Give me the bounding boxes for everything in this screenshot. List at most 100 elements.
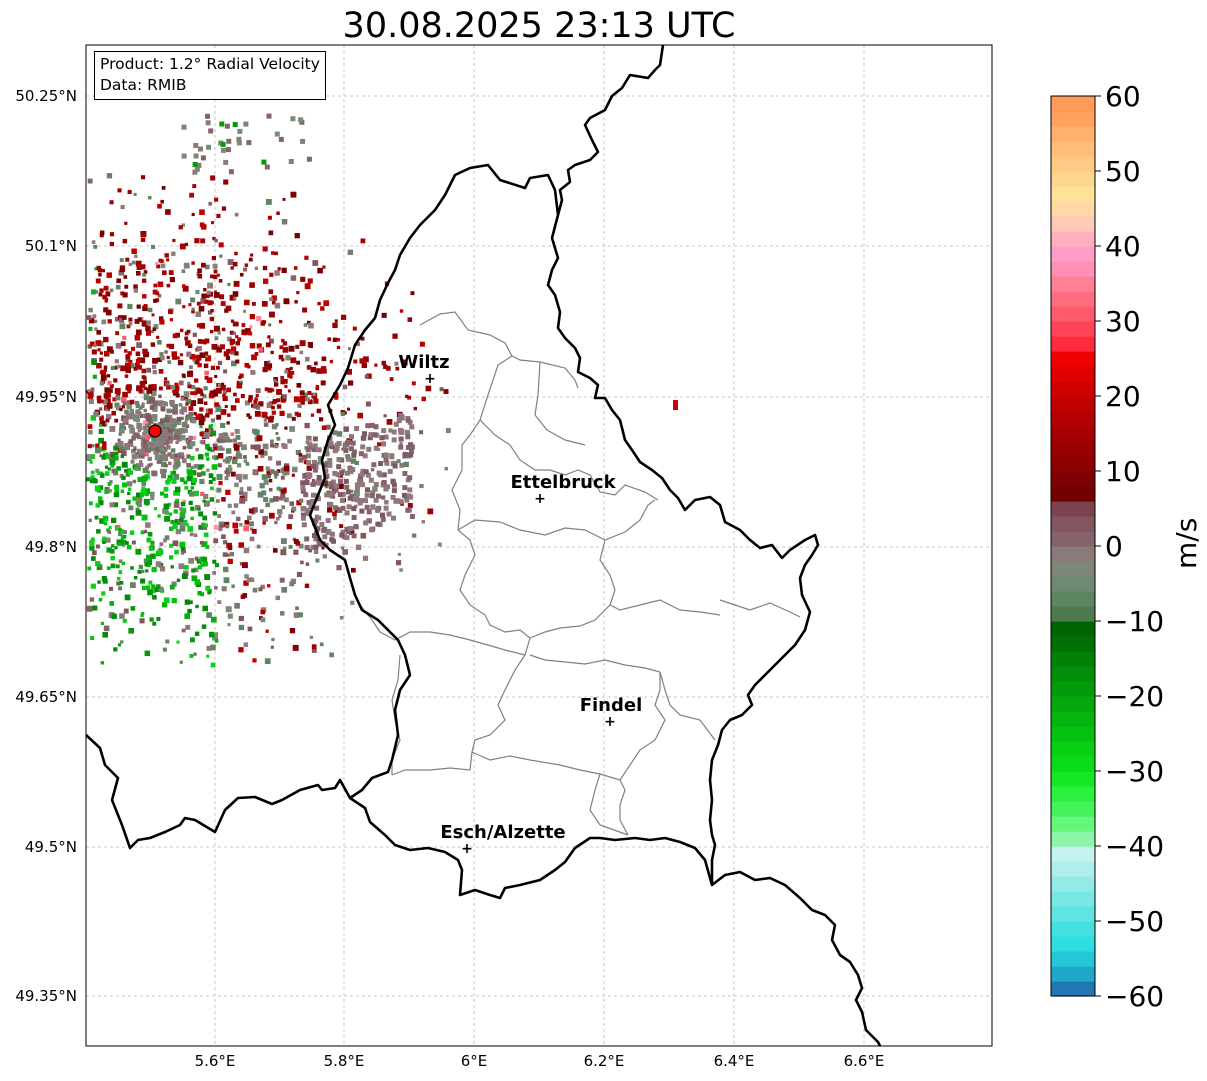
city-findel[interactable]: Findel + <box>580 695 643 730</box>
radar-pixel <box>257 466 264 472</box>
radar-pixel <box>381 472 387 478</box>
radar-pixel <box>244 520 249 525</box>
radar-pixel <box>173 473 180 480</box>
radar-pixel <box>262 367 268 373</box>
radar-pixel <box>332 470 338 476</box>
radar-pixel <box>160 449 166 455</box>
radar-pixel <box>155 584 161 589</box>
radar-pixel <box>328 441 334 447</box>
lon-label: 6.4°E <box>714 1052 755 1070</box>
radar-pixel <box>179 513 186 519</box>
radar-pixel <box>362 356 369 363</box>
radar-pixel <box>334 442 340 448</box>
radar-pixel <box>345 454 351 459</box>
colorbar-segment <box>1051 696 1095 712</box>
map-area[interactable] <box>86 45 992 1046</box>
radar-pixel <box>221 586 227 592</box>
radar-pixel <box>229 341 234 346</box>
radar-pixel <box>273 377 278 382</box>
radar-pixel <box>355 497 361 503</box>
radar-pixel <box>324 492 330 498</box>
radar-pixel <box>170 385 176 390</box>
radar-pixel <box>311 492 316 498</box>
radar-pixel <box>214 639 219 643</box>
radar-pixel <box>214 563 219 568</box>
colorbar-segment <box>1051 336 1095 352</box>
radar-pixel <box>271 388 275 392</box>
radar-site-marker[interactable] <box>148 424 162 438</box>
radar-pixel <box>136 271 141 276</box>
radar-pixel <box>216 347 222 353</box>
radar-pixel <box>143 380 147 385</box>
radar-pixel <box>219 121 225 127</box>
radar-pixel <box>152 595 157 600</box>
radar-pixel <box>250 253 254 257</box>
radar-pixel <box>258 449 264 455</box>
city-wiltz[interactable]: Wiltz + <box>398 352 449 387</box>
radar-pixel <box>161 473 167 479</box>
radar-pixel <box>354 426 360 431</box>
radar-pixel <box>138 405 143 410</box>
city-ettelbruck[interactable]: Ettelbruck + <box>510 472 616 507</box>
radar-pixel <box>280 489 286 494</box>
radar-pixel <box>298 457 304 463</box>
radar-pixel <box>118 528 122 532</box>
radar-pixel <box>163 402 167 406</box>
radar-pixel <box>193 412 197 416</box>
radar-pixel <box>128 470 133 475</box>
radar-pixel <box>178 438 182 442</box>
radar-pixel <box>180 511 184 515</box>
radar-pixel <box>347 526 353 531</box>
radar-pixel <box>181 507 187 514</box>
radar-pixel <box>121 405 125 409</box>
radar-pixel <box>300 400 305 405</box>
radar-pixel <box>147 456 152 462</box>
radar-pixel <box>135 507 140 512</box>
radar-pixel <box>103 521 108 526</box>
radar-pixel <box>379 435 385 441</box>
radar-pixel <box>210 644 216 651</box>
radar-pixel <box>150 553 156 559</box>
radar-pixel <box>118 586 123 591</box>
radar-pixel <box>174 385 180 391</box>
radar-pixel <box>195 290 200 295</box>
radar-pixel <box>167 475 173 480</box>
radar-pixel <box>163 449 167 453</box>
radar-pixel <box>165 209 171 215</box>
radar-pixel <box>87 389 91 393</box>
radar-pixel <box>88 501 93 506</box>
radar-pixel <box>269 338 274 344</box>
radar-pixel <box>313 398 319 404</box>
radar-pixel <box>135 400 140 406</box>
radar-pixel <box>217 360 223 366</box>
radar-pixel <box>203 288 207 292</box>
radar-pixel <box>113 378 118 383</box>
radar-pixel <box>169 409 174 413</box>
radar-pixel <box>91 444 95 448</box>
radar-pixel <box>86 315 92 320</box>
radar-pixel <box>351 515 357 520</box>
radar-pixel <box>164 515 170 522</box>
radar-pixel <box>427 508 434 515</box>
radar-pixel <box>296 500 302 506</box>
radar-pixel <box>141 402 145 406</box>
radar-pixel <box>144 386 148 390</box>
radar-pixel <box>87 424 93 429</box>
radar-pixel <box>135 454 140 459</box>
radar-pixel <box>363 520 369 526</box>
radar-pixel <box>128 322 133 326</box>
city-esch-alzette[interactable]: Esch/Alzette + <box>440 822 565 857</box>
radar-pixel <box>233 528 239 534</box>
radar-pixel <box>120 397 127 403</box>
radar-pixel <box>206 468 210 472</box>
radar-pixel <box>234 212 239 217</box>
radar-pixel <box>88 318 95 324</box>
radar-pixel <box>165 381 170 387</box>
radar-pixel <box>168 512 173 516</box>
radar-pixel <box>165 639 170 644</box>
radar-pixel <box>124 469 128 473</box>
colorbar-tick-label: −30 <box>1105 755 1164 788</box>
radar-pixel <box>274 382 279 387</box>
radar-pixel <box>304 545 310 551</box>
radar-pixel <box>99 416 104 421</box>
